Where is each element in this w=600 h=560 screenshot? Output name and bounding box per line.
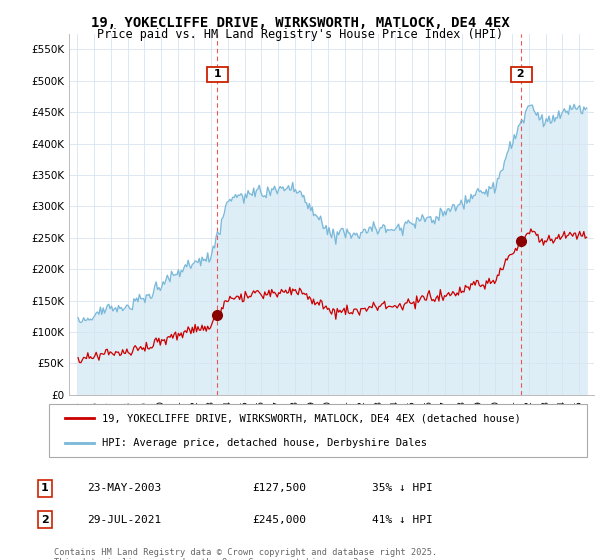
- Text: 19, YOKECLIFFE DRIVE, WIRKSWORTH, MATLOCK, DE4 4EX (detached house): 19, YOKECLIFFE DRIVE, WIRKSWORTH, MATLOC…: [101, 413, 520, 423]
- Text: 41% ↓ HPI: 41% ↓ HPI: [372, 515, 433, 525]
- Text: 1: 1: [41, 483, 49, 493]
- Text: 35% ↓ HPI: 35% ↓ HPI: [372, 483, 433, 493]
- Text: 1: 1: [209, 69, 225, 80]
- Text: Price paid vs. HM Land Registry's House Price Index (HPI): Price paid vs. HM Land Registry's House …: [97, 28, 503, 41]
- Text: HPI: Average price, detached house, Derbyshire Dales: HPI: Average price, detached house, Derb…: [101, 438, 427, 448]
- FancyBboxPatch shape: [49, 404, 587, 457]
- Text: 2: 2: [41, 515, 49, 525]
- Text: 19, YOKECLIFFE DRIVE, WIRKSWORTH, MATLOCK, DE4 4EX: 19, YOKECLIFFE DRIVE, WIRKSWORTH, MATLOC…: [91, 16, 509, 30]
- Text: 29-JUL-2021: 29-JUL-2021: [87, 515, 161, 525]
- Text: Contains HM Land Registry data © Crown copyright and database right 2025.
This d: Contains HM Land Registry data © Crown c…: [54, 548, 437, 560]
- Text: £245,000: £245,000: [252, 515, 306, 525]
- Text: 2: 2: [514, 69, 529, 80]
- Text: £127,500: £127,500: [252, 483, 306, 493]
- Text: 23-MAY-2003: 23-MAY-2003: [87, 483, 161, 493]
